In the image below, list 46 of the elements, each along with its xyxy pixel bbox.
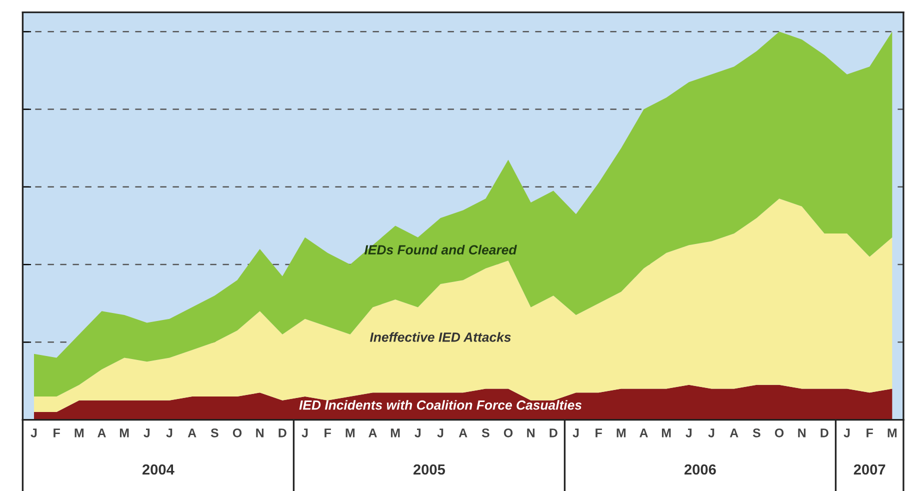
x-tick-label: N bbox=[256, 428, 264, 438]
x-tick-label: O bbox=[504, 428, 513, 438]
x-tick-label: O bbox=[774, 428, 784, 438]
x-tick-label: J bbox=[686, 428, 692, 438]
x-tick-label: D bbox=[820, 428, 828, 438]
x-tick-label: A bbox=[368, 428, 377, 438]
x-tick-label: M bbox=[120, 428, 129, 438]
x-tick-label: J bbox=[302, 428, 308, 438]
series-label: IED Incidents with Coalition Force Casualties bbox=[299, 400, 582, 410]
x-tick-label: M bbox=[390, 428, 400, 438]
x-tick-label: J bbox=[844, 428, 850, 438]
series-label: IEDs Found and Cleared bbox=[364, 244, 517, 255]
text: 2005 bbox=[413, 464, 446, 475]
text: 2004 bbox=[142, 464, 174, 475]
x-tick-label: A bbox=[188, 428, 196, 438]
x-tick-label: A bbox=[730, 428, 738, 438]
x-tick-label: F bbox=[866, 428, 873, 438]
x-tick-label: S bbox=[752, 428, 760, 438]
x-tick-label: F bbox=[54, 428, 60, 438]
text: 2006 bbox=[684, 464, 716, 475]
series-label: Ineffective IED Attacks bbox=[370, 332, 511, 342]
x-tick-label: J bbox=[437, 428, 444, 438]
x-tick-label: J bbox=[708, 428, 714, 438]
x-tick-label: A bbox=[640, 428, 648, 438]
x-tick-label: J bbox=[30, 428, 37, 438]
x-tick-label: J bbox=[166, 428, 172, 438]
x-tick-label: D bbox=[550, 428, 558, 438]
x-tick-label: J bbox=[144, 428, 150, 438]
x-tick-label: A bbox=[98, 428, 106, 438]
x-tick-label: S bbox=[482, 428, 490, 438]
x-tick-label: J bbox=[572, 428, 579, 438]
x-tick-label: F bbox=[324, 428, 331, 438]
x-tick-label: N bbox=[527, 428, 535, 438]
x-tick-label: D bbox=[278, 428, 286, 438]
x-tick-label: M bbox=[662, 428, 671, 438]
text: 2007 bbox=[854, 464, 886, 475]
x-tick-label: M bbox=[74, 428, 84, 438]
x-tick-label: A bbox=[458, 428, 468, 438]
x-tick-label: S bbox=[210, 428, 218, 438]
x-tick-label: N bbox=[798, 428, 806, 438]
x-tick-label: F bbox=[596, 428, 602, 438]
x-tick-label: M bbox=[616, 428, 626, 438]
x-tick-label: O bbox=[232, 428, 242, 438]
x-tick-label: M bbox=[346, 428, 355, 438]
x-tick-label: M bbox=[888, 428, 897, 438]
x-tick-label: J bbox=[414, 428, 421, 438]
